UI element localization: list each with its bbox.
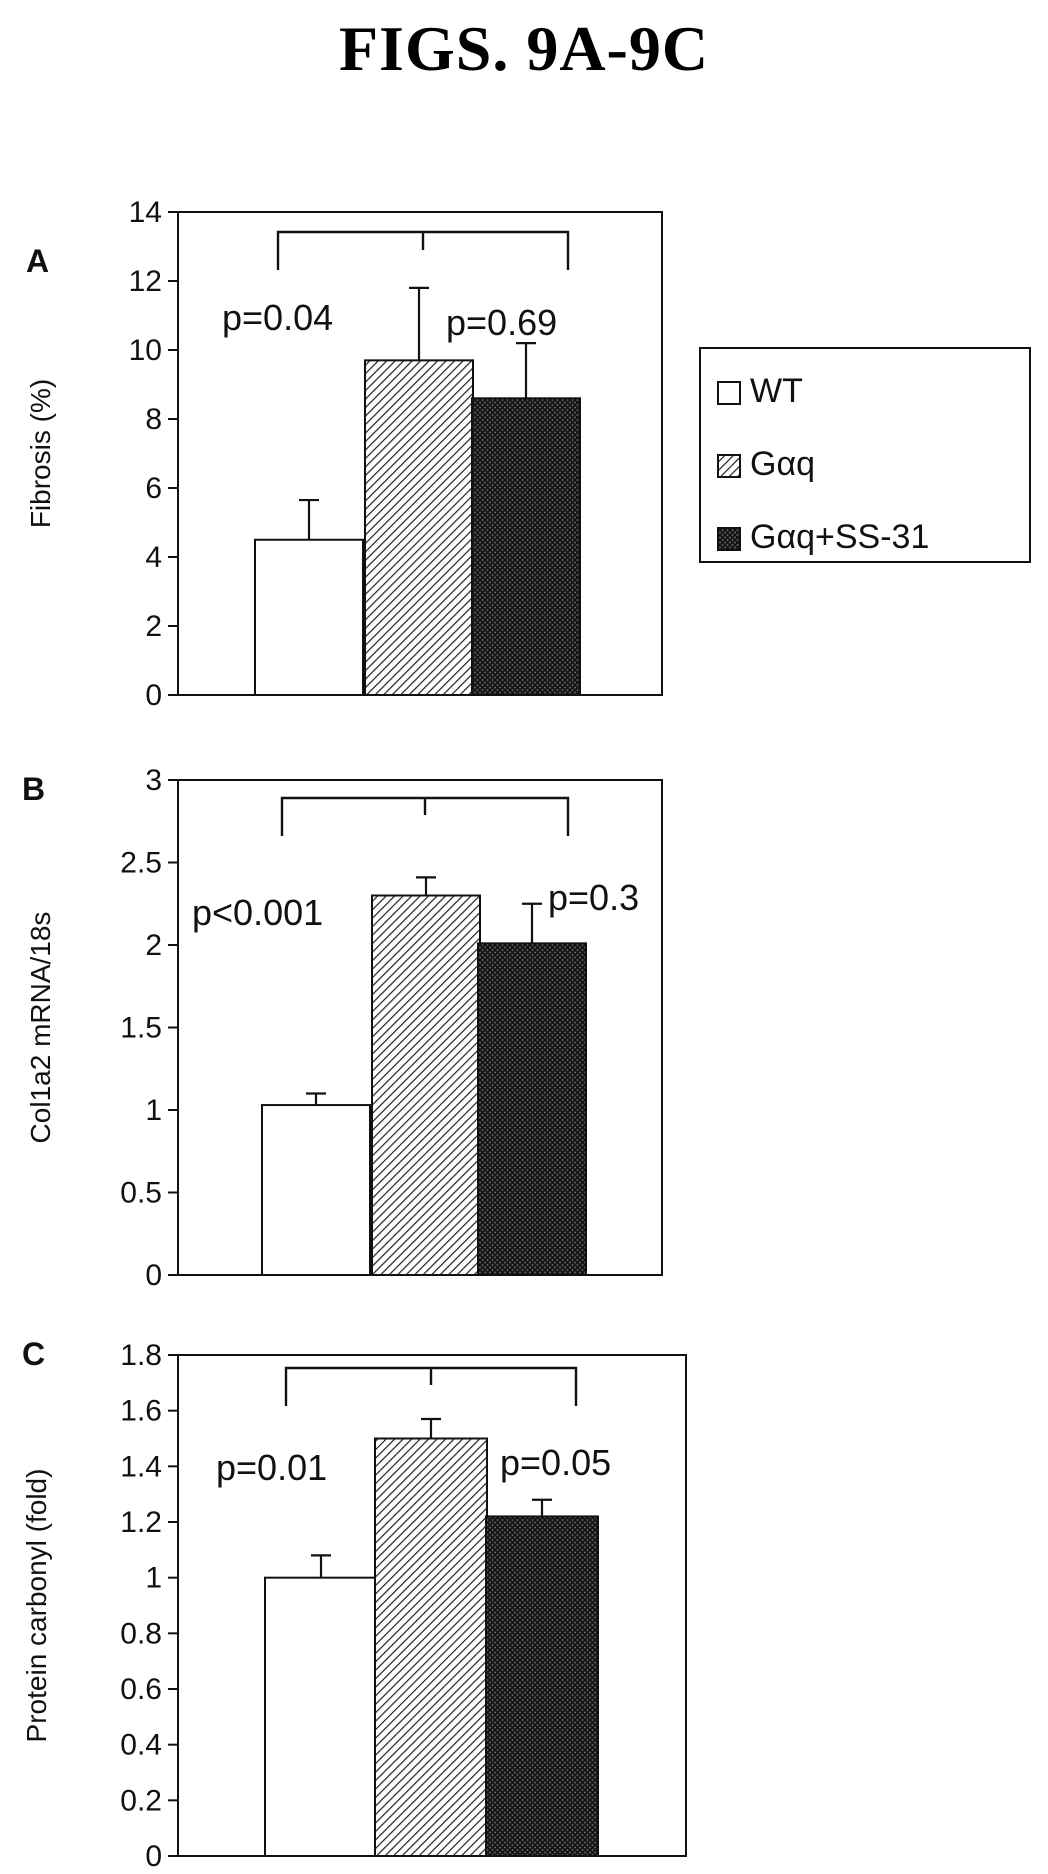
y-tick-label: 1.8	[120, 1339, 162, 1372]
y-tick-label: 0.8	[120, 1617, 162, 1650]
legend-swatch	[717, 527, 741, 551]
y-tick-label: 0.6	[120, 1673, 162, 1706]
page-title: FIGS. 9A-9C	[338, 13, 710, 84]
y-tick-label: 0.5	[120, 1177, 162, 1210]
bar-g-q	[374, 1437, 488, 1857]
chart-panel-c: 0 0.2 0.4 0.6 0.8 1 1.2 1.4 1.6 1.8 C Protein carbo…	[21, 1336, 687, 1873]
bar-wt	[261, 1104, 371, 1277]
bar-g-q	[364, 359, 474, 696]
y-tick-label: 0	[145, 1840, 162, 1873]
y-tick-label: 0	[145, 679, 162, 712]
legend-label: WT	[750, 372, 803, 410]
legend-label: Gαq	[750, 445, 815, 483]
legend-label: Gαq+SS-31	[750, 518, 929, 556]
y-tick-label: 1.5	[120, 1012, 162, 1045]
y-tick-label: 6	[145, 472, 162, 505]
p-value-label: p=0.3	[548, 877, 639, 918]
y-tick-label: 3	[145, 764, 162, 797]
y-tick-label: 1.2	[120, 1506, 162, 1539]
y-axis-label: Protein carbonyl (fold)	[21, 1469, 52, 1743]
y-tick-label: 12	[129, 265, 162, 298]
bar-wt	[254, 538, 364, 696]
panel-letter: C	[22, 1336, 45, 1372]
bar-g-q	[371, 894, 481, 1276]
bar-g-q-ss-31	[471, 397, 581, 696]
y-tick-label: 2	[145, 610, 162, 643]
p-value-label: p<0.001	[192, 892, 323, 933]
y-tick-label: 0.4	[120, 1729, 162, 1762]
legend-swatch	[717, 454, 741, 478]
y-tick-label: 8	[145, 403, 162, 436]
p-value-label: p=0.69	[446, 302, 557, 343]
y-tick-label: 1	[145, 1094, 162, 1127]
y-tick-label: 1	[145, 1562, 162, 1595]
y-tick-label: 14	[129, 196, 162, 229]
y-tick-label: 10	[129, 334, 162, 367]
p-value-label: p=0.01	[216, 1447, 327, 1488]
p-value-label: p=0.04	[222, 297, 333, 338]
y-tick-label: 0	[145, 1259, 162, 1292]
panel-letter: A	[26, 243, 49, 279]
y-tick-label: 4	[145, 541, 162, 574]
legend: WT Gαq Gαq+SS-31	[699, 347, 1031, 563]
p-value-label: p=0.05	[500, 1442, 611, 1483]
y-axis-label: Fibrosis (%)	[25, 379, 56, 528]
bar-g-q-ss-31	[477, 942, 587, 1276]
panel-letter: B	[22, 771, 45, 807]
y-tick-label: 2	[145, 929, 162, 962]
legend-box	[699, 347, 1031, 563]
y-tick-label: 2.5	[120, 847, 162, 880]
y-tick-label: 1.4	[120, 1450, 162, 1483]
y-axis-label: Col1a2 mRNA/18s	[25, 912, 56, 1144]
y-tick-label: 1.6	[120, 1395, 162, 1428]
chart-panel-b: 0 0.5 1 1.5 2 2.5 3 B Col1a2 mRNA/18s p<0.001 p=0.…	[22, 764, 663, 1292]
y-tick-label: 0.2	[120, 1784, 162, 1817]
chart-panel-a: 0 2 4 6 8 10 12 14 A Fibrosis (%) p=0.04 p=0.69	[25, 196, 663, 712]
bar-wt	[264, 1576, 378, 1857]
bar-g-q-ss-31	[485, 1515, 599, 1858]
legend-swatch	[717, 381, 741, 405]
